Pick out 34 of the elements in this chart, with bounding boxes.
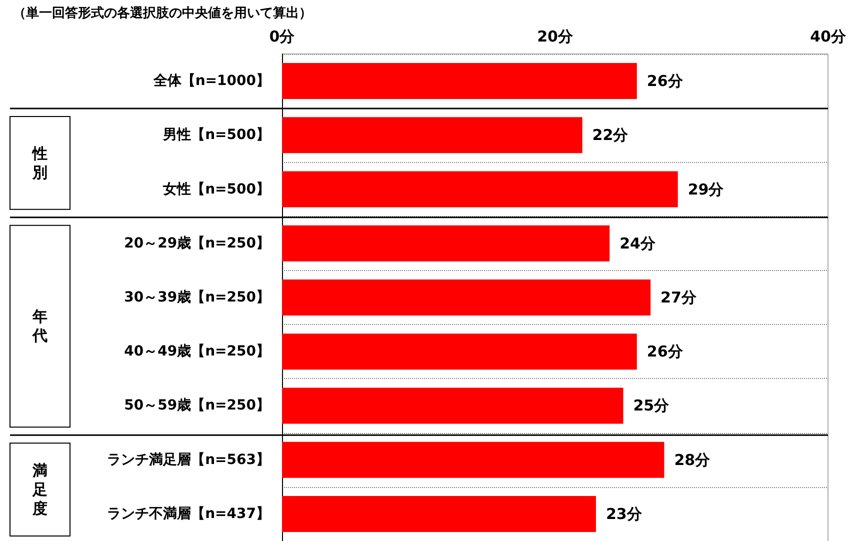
bar: [282, 171, 678, 208]
y-tick-label: 男性【n=500】: [162, 127, 270, 144]
data-label: 24分: [620, 234, 656, 252]
y-tick-label: 女性【n=500】: [162, 181, 270, 198]
bar: [282, 388, 624, 424]
data-label: 26分: [646, 72, 684, 90]
data-label: 22分: [592, 126, 630, 144]
text: 性別: [32, 144, 48, 182]
data-label: 28分: [674, 450, 712, 469]
data-label: 27分: [660, 288, 698, 306]
x-tick-label: 0分: [269, 28, 296, 46]
y-tick-label: 40～49歳【n=250】: [124, 344, 270, 360]
data-label: 25分: [633, 396, 670, 415]
text: 年代: [32, 308, 48, 345]
data-label: 23分: [606, 504, 643, 523]
data-label: 26分: [646, 342, 684, 361]
bar: [282, 225, 610, 262]
bar: [282, 117, 582, 154]
text: 満足度: [32, 462, 48, 518]
bar: [282, 63, 637, 100]
bar: [282, 442, 664, 478]
x-tick-label: 40分: [810, 28, 847, 46]
bar: [282, 496, 596, 532]
x-tick-label: 20分: [537, 28, 574, 46]
y-tick-label: 30～39歳【n=250】: [124, 290, 270, 306]
data-label: 29分: [688, 180, 725, 198]
y-tick-label: 全体【n=1000】: [152, 73, 270, 90]
y-tick-label: ランチ満足層【n=563】: [107, 452, 270, 468]
text: （単一回答形式の各選択肢の中央値を用いて算出）: [13, 5, 312, 21]
y-tick-label: 50～59歳【n=250】: [124, 398, 270, 414]
y-tick-label: ランチ不満層【n=437】: [107, 506, 270, 522]
bar: [282, 280, 651, 316]
bar: [282, 334, 637, 370]
y-tick-label: 20～29歳【n=250】: [124, 235, 270, 252]
